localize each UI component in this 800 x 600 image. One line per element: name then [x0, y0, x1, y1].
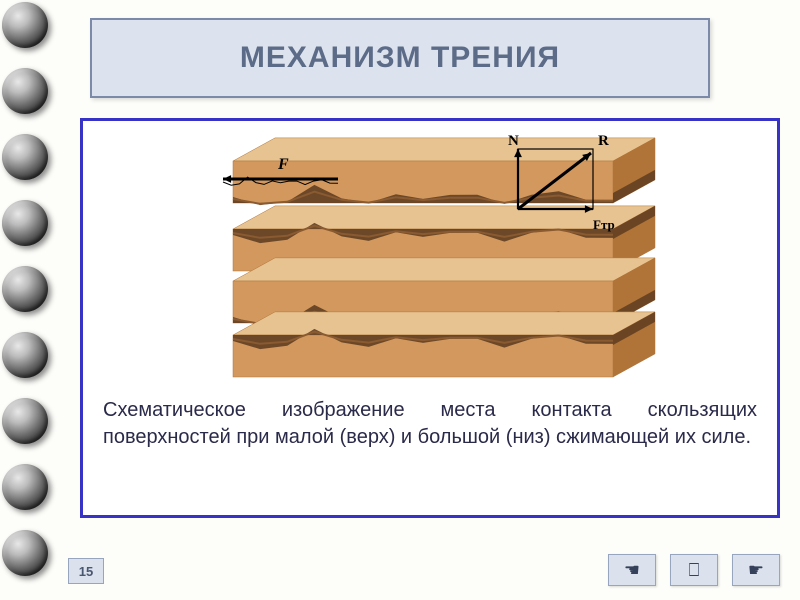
page-number-value: 15 [79, 564, 93, 579]
next-icon: ☛ [748, 560, 764, 581]
svg-text:N: N [508, 133, 519, 149]
page-number: 15 [68, 558, 104, 584]
prev-icon: ☚ [624, 560, 640, 581]
svg-text:F: F [277, 156, 289, 173]
page-title: МЕХАНИЗМ ТРЕНИЯ [240, 41, 560, 75]
friction-diagram: F N R Fтр [103, 131, 757, 391]
home-button[interactable]: ⎕ [670, 554, 718, 586]
diagram-caption: Схематическое изображение места контакта… [103, 397, 757, 451]
nav-buttons: ☚ ⎕ ☛ [608, 554, 780, 586]
content-box: F N R Fтр Схематическое изображение места к… [80, 118, 780, 518]
home-icon: ⎕ [689, 560, 700, 581]
spiral-binding [0, 0, 50, 600]
svg-text:Fтр: Fтр [593, 217, 615, 232]
title-banner: МЕХАНИЗМ ТРЕНИЯ [90, 18, 710, 98]
svg-text:R: R [598, 133, 609, 149]
next-button[interactable]: ☛ [732, 554, 780, 586]
prev-button[interactable]: ☚ [608, 554, 656, 586]
